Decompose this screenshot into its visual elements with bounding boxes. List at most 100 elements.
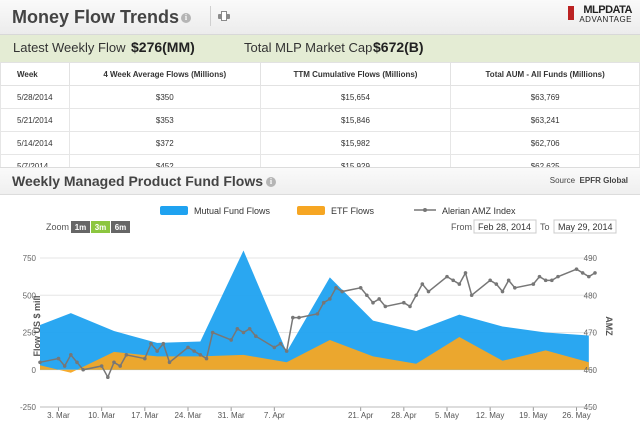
amz-index-point [321,300,326,305]
info-icon[interactable]: i [181,13,191,23]
amz-index-point [414,293,418,298]
amz-index-point [272,345,277,350]
amz-index-point [186,345,190,350]
legend-alerian-amz-index: Alerian AMZ Index [442,206,516,216]
amz-index-point [297,315,301,320]
source-value: EPFR Global [579,176,628,185]
y-left-tick-label: 750 [23,254,37,263]
summary-band: Latest Weekly Flow $276(MM) Total MLP Ma… [0,35,640,63]
amz-index-point [328,297,332,301]
amz-index-point [334,286,338,290]
zoom-button-1m[interactable] [71,221,90,233]
table-row: 5/21/2014 $353 $15,846 $63,241 [0,108,640,132]
range-to-value: May 29, 2014 [558,222,613,232]
amz-index-point [247,326,252,331]
y-right-tick-label: 470 [584,329,598,338]
x-tick-label: 3. Mar [47,411,70,420]
zoom-button-3m-label[interactable]: 3m [95,223,107,232]
chart-index-line [38,267,597,380]
x-tick-label: 21. Apr [348,411,374,420]
amz-index-point [550,278,554,283]
amz-index-point [81,367,85,372]
amz-index-point [241,330,246,335]
amz-index-point [198,353,203,357]
x-tick-label: 5. May [435,411,459,420]
amz-index-point [488,278,492,283]
amz-index-point [531,282,536,286]
page-title: Money Flow Trends [12,7,180,27]
print-icon[interactable] [218,11,230,22]
amz-index-point [38,360,42,365]
zoom-button-1m-label[interactable]: 1m [75,223,87,232]
header-divider [210,6,211,26]
y-right-tick-label: 490 [584,254,598,263]
x-tick-label: 17. Mar [131,411,158,420]
zoom-button-6m-label[interactable]: 6m [115,223,127,232]
amz-index-point [365,293,369,298]
x-tick-label: 26. May [562,411,590,420]
amz-index-point [254,334,258,339]
amz-index-point [167,360,172,365]
y-left-tick-label: 250 [23,329,37,338]
x-tick-label: 12. May [476,411,504,420]
table-cell: $372 [68,131,261,155]
zoom-button-6m[interactable] [111,221,130,233]
amz-index-point [99,364,104,368]
amz-index-point [371,300,375,305]
chart-section-header: Weekly Managed Product Fund Flows i Sour… [0,167,640,195]
legend-index-swatch-dot [423,208,427,212]
amz-index-point [118,364,122,368]
x-tick-label: 7. Apr [264,411,285,420]
amz-index-point [291,315,295,320]
amz-index-point [537,274,542,279]
amz-index-point [513,286,517,290]
y-left-tick-label: -250 [20,403,37,412]
x-tick-label: 19. May [519,411,547,420]
amz-index-point [445,274,449,279]
y-right-axis-title: AMZ [604,316,614,336]
amz-index-point [229,338,233,342]
legend-mutual-fund-flows-swatch [160,206,188,215]
source-label: Source [549,176,576,185]
amz-index-point [143,356,147,361]
amz-index-point [593,271,597,275]
amz-index-point [155,349,159,353]
amz-index-point [556,274,560,279]
amz-index-point [315,312,320,316]
latest-flow-label: Latest Weekly Flow [13,40,126,55]
legend-etf-flows: ETF Flows [331,206,375,216]
table-cell: $15,654 [259,85,452,109]
col-header-ttm: TTM Cumulative Flows (Millions) [259,62,452,86]
chart-info-icon[interactable]: i [266,177,276,187]
amz-index-point [420,282,425,286]
amz-index-point [192,349,196,353]
amz-index-point [112,360,116,365]
amz-index-point [580,271,585,275]
table-cell: $350 [68,85,261,109]
amz-index-point [408,304,412,309]
amz-index-point [451,278,455,283]
col-header-aum: Total AUM - All Funds (Millions) [450,62,640,86]
x-tick-label: 10. Mar [88,411,115,420]
range-to-input[interactable] [553,219,617,234]
amz-index-point [543,278,548,283]
amz-index-point [106,375,110,380]
market-cap-label: Total MLP Market Cap [244,40,373,55]
market-cap-value: $672(B) [373,39,424,55]
table-cell: 5/14/2014 [0,131,70,155]
amz-index-point [500,289,505,294]
table-row: 5/28/2014 $350 $15,654 $63,769 [0,85,640,109]
x-tick-label: 28. Apr [391,411,417,420]
y-left-tick-label: 0 [32,366,37,375]
x-tick-label: 24. Mar [174,411,201,420]
amz-index-point [204,356,209,361]
amz-index-point [506,278,511,283]
range-from-input[interactable] [473,219,537,234]
range-from-value: Feb 28, 2014 [478,222,531,232]
header-bar: Money Flow Trends i MLPDATA ADVANTAGE [0,0,640,35]
amz-index-point [457,282,462,286]
zoom-button-3m[interactable] [91,221,110,233]
x-tick-label: 31. Mar [218,411,245,420]
